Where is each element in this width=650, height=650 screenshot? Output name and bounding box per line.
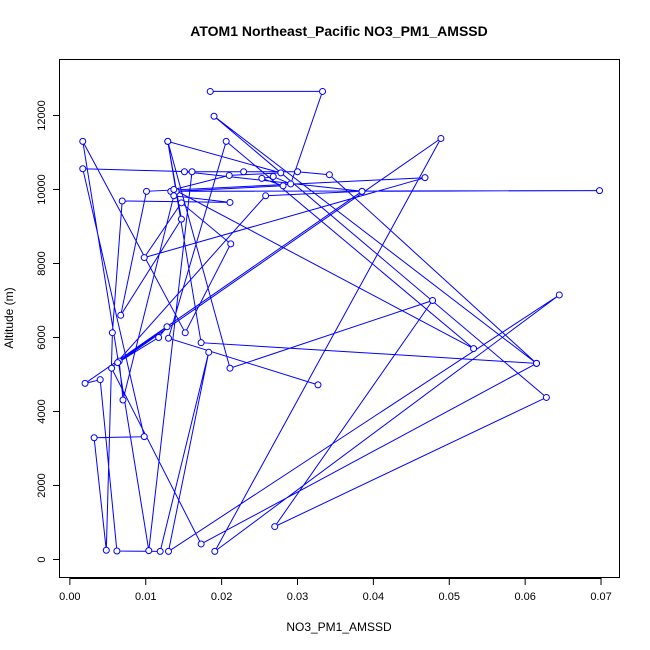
data-point	[596, 187, 604, 195]
y-axis-label: Altitude (m)	[2, 287, 16, 348]
data-point	[294, 168, 302, 176]
y-tick-label: 2000	[36, 473, 48, 497]
data-point	[119, 396, 127, 404]
data-point	[325, 171, 333, 179]
data-point	[79, 165, 87, 173]
data-point	[437, 134, 445, 142]
y-tick-label: 12000	[36, 100, 48, 131]
data-point	[287, 180, 295, 188]
data-point	[279, 182, 287, 190]
data-point	[197, 339, 205, 347]
data-point	[165, 547, 173, 555]
data-point	[81, 379, 89, 387]
data-point	[177, 199, 185, 207]
data-point	[258, 174, 266, 182]
data-point	[155, 334, 163, 341]
data-point	[113, 547, 121, 555]
data-point	[227, 240, 235, 248]
x-tick-label: 0.00	[59, 591, 80, 603]
data-point	[555, 291, 563, 299]
y-tick-label: 10000	[36, 174, 48, 205]
data-point	[96, 376, 104, 384]
data-point	[117, 311, 125, 319]
data-point	[533, 359, 541, 367]
data-point	[271, 523, 279, 531]
data-point	[197, 540, 205, 548]
x-tick-label: 0.03	[287, 591, 308, 603]
data-point	[164, 137, 172, 145]
data-point	[79, 137, 87, 145]
x-tick-label: 0.01	[135, 591, 156, 603]
data-point	[163, 323, 171, 331]
series-layer	[79, 87, 604, 555]
y-tick-label: 0	[36, 556, 48, 562]
data-point	[269, 173, 277, 181]
data-point	[210, 112, 218, 120]
data-point	[108, 364, 116, 372]
data-point	[314, 381, 322, 389]
y-tick-label: 8000	[36, 251, 48, 275]
y-axis: 0 2000 4000 6000 8000 10000 12000	[36, 100, 60, 563]
data-point	[114, 359, 122, 367]
data-point	[277, 169, 285, 177]
data-point	[188, 168, 196, 176]
data-point	[262, 192, 270, 200]
data-point	[205, 348, 213, 356]
x-tick-label: 0.07	[590, 591, 611, 603]
x-axis: 0.00 0.01 0.02 0.03 0.04 0.05 0.06 0.07	[59, 578, 612, 603]
data-point	[140, 254, 148, 262]
data-point	[358, 187, 366, 195]
data-point	[156, 547, 164, 555]
data-point	[211, 547, 219, 555]
data-point	[470, 345, 478, 353]
data-point	[421, 174, 429, 182]
y-tick-label: 6000	[36, 325, 48, 349]
data-point	[108, 329, 116, 337]
data-point	[143, 187, 151, 195]
data-point	[319, 87, 327, 95]
data-point	[226, 364, 234, 372]
data-point	[429, 297, 437, 304]
x-tick-label: 0.02	[211, 591, 232, 603]
data-point	[226, 198, 234, 206]
data-point	[118, 197, 126, 205]
data-point	[225, 171, 233, 179]
data-point	[165, 334, 173, 342]
data-point	[170, 186, 178, 193]
data-point	[240, 168, 248, 176]
data-point	[181, 329, 189, 337]
series-line	[82, 90, 600, 553]
data-point	[102, 546, 110, 554]
x-tick-label: 0.05	[439, 591, 460, 603]
data-point	[222, 137, 230, 145]
data-point	[140, 433, 148, 441]
data-point	[177, 215, 185, 223]
data-point	[170, 192, 178, 200]
data-point	[90, 434, 98, 442]
data-point	[542, 393, 550, 401]
y-tick-label: 4000	[36, 399, 48, 423]
x-tick-label: 0.06	[514, 591, 535, 603]
x-tick-label: 0.04	[363, 591, 384, 603]
data-point	[145, 547, 153, 555]
data-point	[206, 87, 214, 95]
chart-title: ATOM1 Northeast_Pacific NO3_PM1_AMSSD	[190, 23, 487, 39]
data-point	[180, 168, 188, 176]
x-axis-label: NO3_PM1_AMSSD	[286, 620, 392, 634]
